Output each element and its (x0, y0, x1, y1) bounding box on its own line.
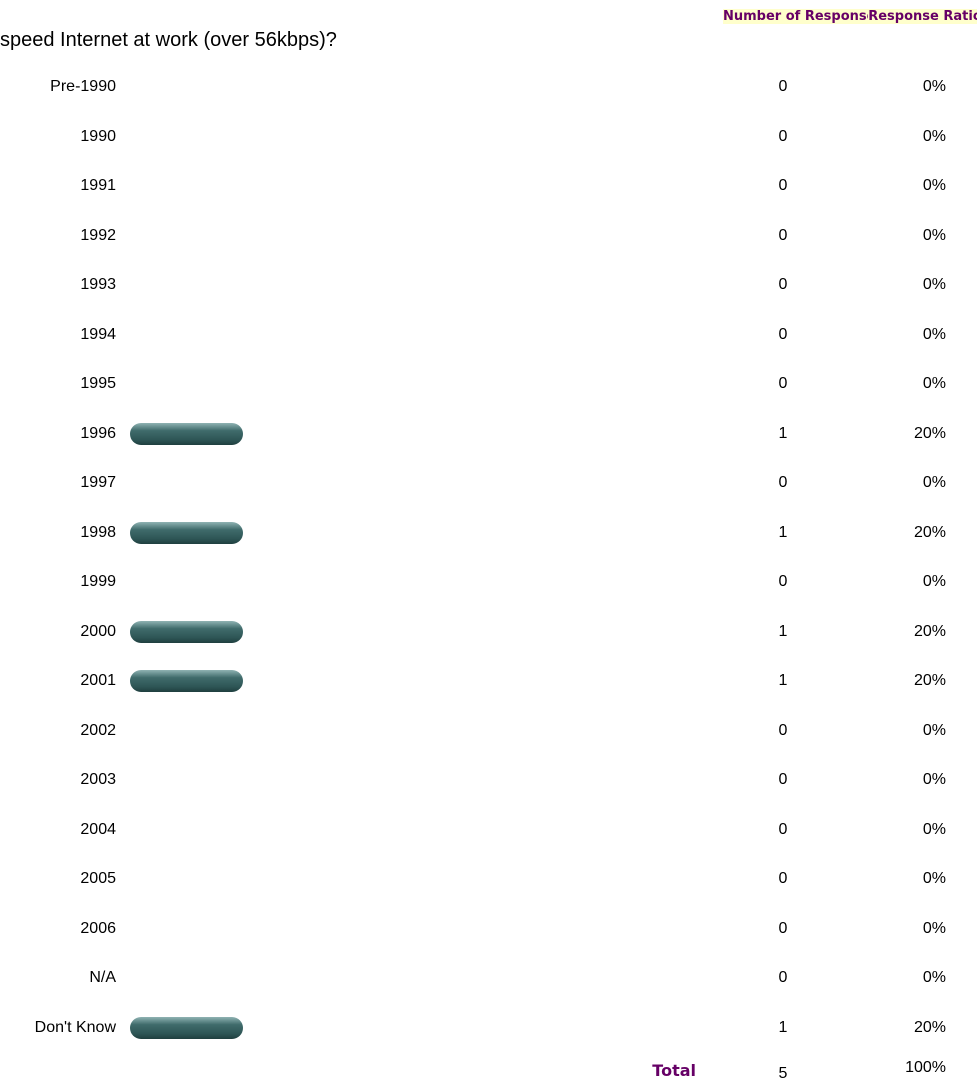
row-ratio: 0% (922, 127, 946, 145)
row-label: 2000 (80, 622, 116, 640)
row-count: 0 (778, 375, 788, 392)
row-ratio: 0% (922, 721, 946, 739)
row-ratio: 0% (922, 919, 946, 937)
ratio-bar (130, 620, 243, 643)
row-label: 1996 (80, 424, 116, 442)
header-ratio: Response Ratio (865, 9, 977, 24)
row-count: 0 (778, 969, 788, 986)
row-count: 0 (778, 771, 788, 788)
ratio-bar (130, 422, 243, 445)
row-label: N/A (89, 969, 116, 986)
row-label: 2004 (80, 820, 116, 838)
row-count: 1 (778, 523, 788, 541)
row-count: 0 (778, 474, 788, 491)
row-label: 2001 (80, 672, 116, 689)
row-count: 0 (778, 573, 788, 590)
row-ratio: 0% (922, 969, 946, 986)
row-ratio: 0% (922, 78, 946, 95)
row-count: 0 (778, 919, 788, 937)
row-ratio: 0% (922, 573, 946, 590)
row-label: 1999 (80, 573, 116, 590)
row-count: 1 (778, 424, 788, 442)
row-label: 1994 (80, 325, 116, 343)
ratio-bar (130, 521, 243, 544)
header-count-text: Number of Responses (723, 9, 884, 24)
row-ratio: 20% (913, 424, 946, 442)
row-count: 0 (778, 226, 788, 244)
row-ratio: 0% (922, 276, 946, 293)
row-count: 0 (778, 325, 788, 343)
row-count: 1 (778, 622, 788, 640)
row-label: 1991 (80, 177, 116, 194)
row-label: 2005 (80, 870, 116, 887)
row-ratio: 0% (922, 375, 946, 392)
row-count: 0 (778, 721, 788, 739)
total-ratio: 100% (905, 1059, 946, 1076)
total-count: 5 (778, 1065, 788, 1082)
row-label: 1995 (80, 375, 116, 392)
row-count: 0 (778, 127, 788, 145)
row-label: 1992 (80, 226, 116, 244)
row-ratio: 0% (922, 226, 946, 244)
question: speed Internet at work (over 56kbps)? (0, 29, 337, 51)
row-label: 1997 (80, 474, 116, 491)
row-count: 1 (778, 1018, 788, 1036)
ratio-bar (130, 670, 243, 692)
row-ratio: 20% (913, 523, 946, 541)
row-label: Pre-1990 (50, 78, 116, 95)
row-label: 2002 (80, 721, 116, 739)
row-ratio: 0% (922, 177, 946, 194)
row-label: 1990 (80, 127, 116, 145)
total-label: Total (652, 1061, 696, 1080)
row-count: 0 (778, 276, 788, 293)
row-count: 0 (778, 870, 788, 887)
row-ratio: 0% (922, 771, 946, 788)
row-label: 1993 (80, 276, 116, 293)
row-ratio: 20% (913, 672, 946, 689)
row-count: 0 (778, 78, 788, 95)
header-count: Number of Responses (723, 9, 884, 24)
ratio-bar (130, 1016, 243, 1039)
row-count: 1 (778, 672, 788, 689)
header-ratio-text: Response Ratio (868, 9, 977, 24)
row-ratio: 20% (913, 1018, 946, 1036)
row-label: 2003 (80, 771, 116, 788)
row-label: Don't Know (34, 1018, 116, 1036)
row-ratio: 0% (922, 870, 946, 887)
row-count: 0 (778, 177, 788, 194)
row-label: 1998 (80, 523, 116, 541)
row-ratio: 0% (922, 820, 946, 838)
row-ratio: 0% (922, 474, 946, 491)
row-count: 0 (778, 820, 788, 838)
row-label: 2006 (80, 919, 116, 937)
row-ratio: 20% (913, 622, 946, 640)
row-ratio: 0% (922, 325, 946, 343)
